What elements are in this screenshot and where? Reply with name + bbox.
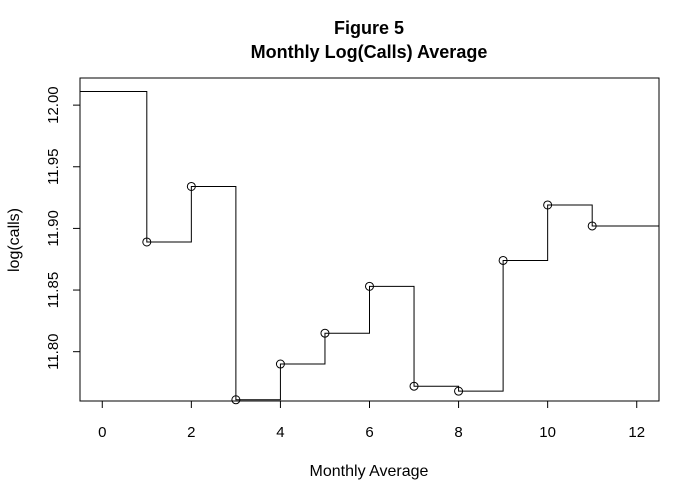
x-tick-label: 0 [98,424,106,441]
data-point [587,221,597,231]
x-axis-label: Monthly Average [310,463,429,480]
data-point [498,255,508,265]
x-tick-label: 12 [628,424,645,441]
data-point [454,386,464,396]
y-tick-label: 11.90 [45,210,62,246]
x-tick-label: 2 [187,424,195,441]
x-tick-label: 8 [454,424,462,441]
y-axis-label: log(calls) [6,208,23,272]
y-tick-label: 11.80 [45,333,62,369]
plot-frame [79,77,660,402]
x-axis: 0 2 4 6 8 10 12 [98,400,645,441]
y-tick-label: 11.95 [45,149,62,185]
x-tick-label: 4 [276,424,284,441]
data-points [142,181,597,405]
data-point [142,237,152,247]
x-tick-label: 6 [365,424,373,441]
data-point [543,200,553,210]
y-axis: 11.80 11.85 11.90 11.95 12.00 [45,86,81,370]
y-tick-label: 11.85 [45,272,62,308]
data-point [275,359,285,369]
step-line-series [80,91,659,401]
x-tick-label: 10 [539,424,556,441]
data-point [365,281,374,291]
data-point [320,328,330,338]
chart-title: Figure 5 [334,18,404,38]
data-point [409,381,419,391]
y-tick-label: 12.00 [45,86,62,124]
chart-subtitle: Monthly Log(Calls) Average [251,42,488,62]
data-point [231,395,241,405]
data-point [186,181,196,191]
